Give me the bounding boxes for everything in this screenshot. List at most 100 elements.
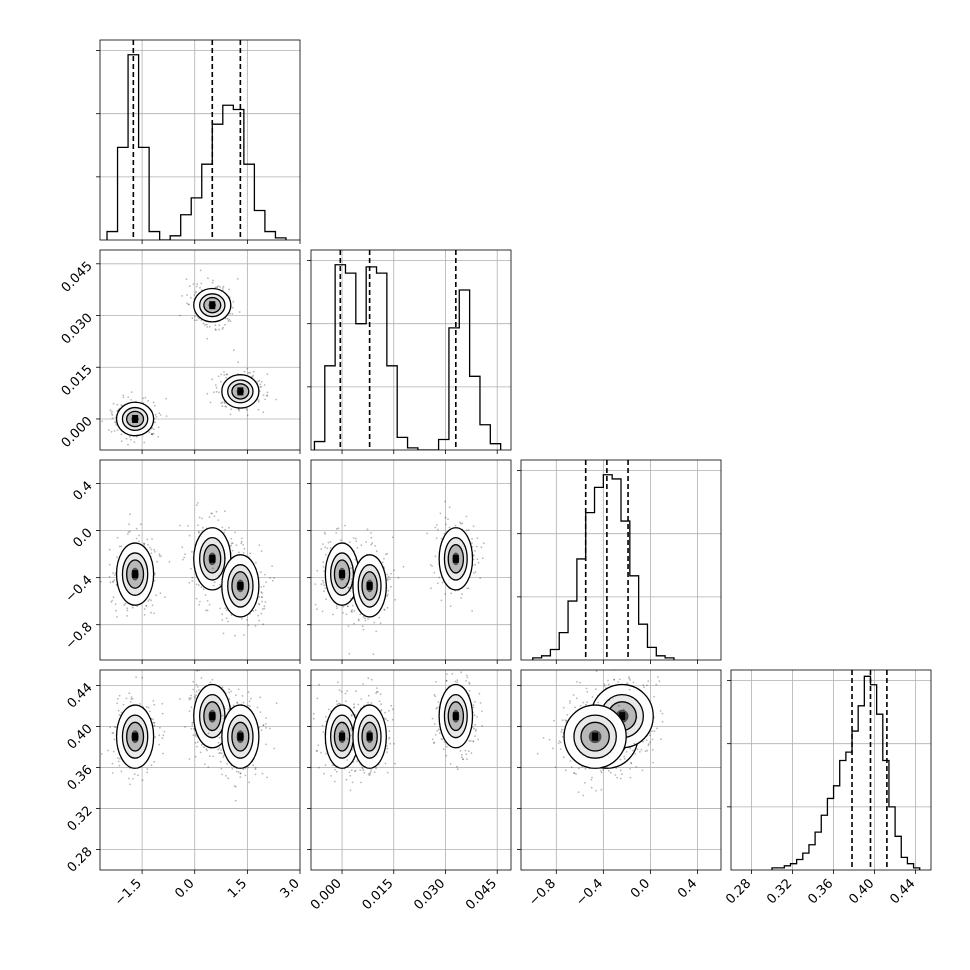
- scatter-point: [380, 709, 383, 711]
- scatter-point: [257, 603, 260, 605]
- scatter-point: [147, 706, 150, 709]
- scatter-point: [188, 581, 191, 584]
- scatter-point: [433, 741, 436, 744]
- scatter-point: [473, 572, 475, 574]
- scatter-point: [629, 665, 631, 667]
- scatter-point: [226, 373, 228, 376]
- panel-1-0: [96, 249, 301, 454]
- scatter-point: [468, 740, 471, 742]
- scatter-point: [215, 663, 217, 665]
- density-peak: [237, 732, 244, 741]
- scatter-point: [626, 714, 629, 716]
- scatter-point: [265, 717, 267, 719]
- scatter-point: [126, 607, 129, 610]
- scatter-point: [219, 760, 222, 763]
- scatter-point: [386, 751, 388, 753]
- scatter-point: [203, 666, 205, 668]
- scatter-point: [442, 748, 445, 751]
- scatter-point: [220, 767, 223, 770]
- scatter-point: [261, 600, 263, 603]
- scatter-point: [131, 606, 134, 609]
- scatter-point: [111, 414, 114, 416]
- scatter-point: [361, 625, 364, 628]
- scatter-point: [100, 580, 102, 583]
- scatter-point: [353, 622, 355, 625]
- scatter-point: [154, 413, 157, 416]
- scatter-point: [475, 728, 477, 731]
- scatter-point: [260, 612, 263, 615]
- scatter-point: [357, 703, 360, 706]
- scatter-point: [258, 603, 261, 606]
- scatter-point: [188, 758, 191, 760]
- scatter-point: [384, 553, 387, 556]
- scatter-point: [348, 771, 351, 774]
- scatter-point: [433, 723, 436, 725]
- scatter-point: [477, 561, 480, 564]
- scatter-point: [211, 512, 214, 515]
- scatter-point: [262, 724, 265, 726]
- scatter-point: [206, 337, 209, 340]
- scatter-point: [390, 704, 393, 707]
- scatter-point: [441, 738, 444, 741]
- scatter-point: [217, 566, 220, 568]
- scatter-point: [367, 618, 369, 620]
- scatter-point: [208, 516, 211, 518]
- scatter-point: [156, 560, 158, 563]
- scatter-point: [195, 319, 198, 322]
- scatter-point: [154, 550, 156, 553]
- scatter-point: [228, 698, 231, 701]
- scatter-point: [141, 676, 144, 679]
- scatter-point: [384, 762, 387, 765]
- scatter-point: [221, 287, 224, 289]
- scatter-point: [215, 390, 218, 393]
- scatter-point: [324, 587, 327, 590]
- scatter-point: [626, 682, 629, 685]
- scatter-point: [440, 599, 443, 602]
- scatter-point: [234, 634, 236, 637]
- scatter-point: [444, 593, 446, 595]
- scatter-point: [318, 683, 320, 686]
- scatter-point: [330, 775, 332, 777]
- scatter-point: [373, 771, 376, 774]
- scatter-point: [228, 318, 231, 321]
- scatter-point: [196, 502, 199, 504]
- scatter-point: [259, 383, 262, 386]
- scatter-point: [242, 552, 245, 554]
- scatter-point: [444, 500, 446, 503]
- scatter-point: [651, 730, 653, 733]
- scatter-point: [178, 698, 181, 700]
- scatter-point: [138, 534, 141, 537]
- scatter-point: [460, 756, 463, 759]
- scatter-point: [384, 609, 386, 611]
- scatter-point: [351, 748, 354, 751]
- scatter-point: [591, 696, 594, 698]
- panel-content: [313, 250, 502, 450]
- scatter-point: [219, 583, 222, 586]
- scatter-point: [370, 702, 373, 704]
- panel-content: [100, 663, 278, 802]
- scatter-point: [467, 750, 470, 753]
- scatter-point: [204, 594, 207, 596]
- scatter-point: [254, 773, 257, 776]
- scatter-point: [194, 742, 197, 744]
- scatter-point: [386, 606, 389, 609]
- scatter-point: [130, 696, 133, 698]
- scatter-point: [316, 608, 318, 610]
- scatter-point: [225, 609, 228, 611]
- scatter-point: [220, 373, 223, 376]
- scatter-point: [360, 544, 363, 546]
- scatter-point: [229, 320, 232, 322]
- scatter-point: [608, 770, 610, 772]
- scatter-point: [194, 697, 197, 699]
- scatter-point: [159, 592, 162, 595]
- scatter-point: [195, 504, 198, 506]
- scatter-point: [112, 580, 114, 583]
- scatter-point: [263, 605, 266, 608]
- density-peak: [209, 301, 216, 310]
- scatter-point: [223, 374, 226, 376]
- scatter-point: [249, 705, 251, 707]
- scatter-point: [199, 751, 202, 754]
- scatter-point: [117, 697, 119, 700]
- scatter-point: [325, 752, 327, 755]
- scatter-point: [333, 780, 336, 783]
